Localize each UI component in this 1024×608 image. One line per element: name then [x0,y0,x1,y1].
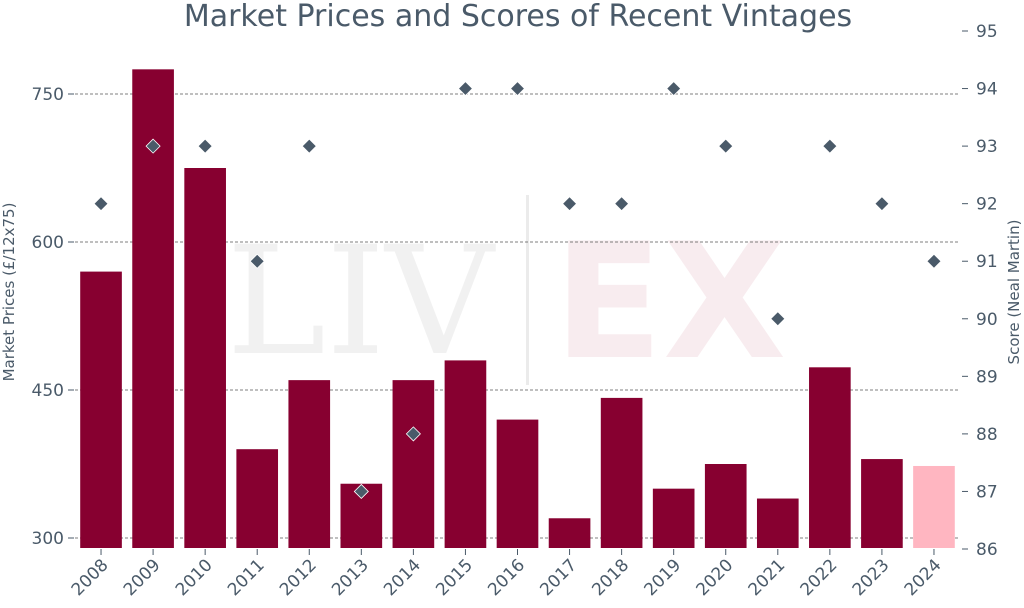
score-marker-2016 [509,80,526,97]
x-axis: 2008 2009 2010 2011 2012 2013 2014 2015 2016 2017… [68,549,946,600]
right-axis-title: Score (Neal Martin) [1005,220,1023,365]
right-tick-label-92: 92 [976,195,998,215]
bar-2011 [236,449,279,548]
bar-2023 [861,459,903,548]
bar-2016 [496,419,539,548]
left-tick-label-750: 750 [32,85,64,105]
score-marker-2017 [561,196,578,212]
bar-2022 [809,367,851,548]
x-tick-label-2021: 2021 [745,555,790,600]
bar-2021 [756,498,799,548]
score-marker-2015 [457,80,474,97]
x-tick-label-2023: 2023 [849,555,894,600]
score-marker-2020 [718,138,734,154]
watermark-liv: LIV [226,215,496,389]
score-marker-2013 [353,483,369,500]
score-series [93,80,942,500]
x-tick-label-2024: 2024 [901,555,946,600]
x-tick-label-2010: 2010 [172,555,217,600]
watermark: LIV EX [226,195,786,395]
watermark-ex: EX [554,208,787,395]
x-tick-label-2022: 2022 [797,555,842,600]
x-tick-label-2014: 2014 [380,555,425,600]
score-marker-2021 [770,311,786,327]
left-tick-label-450: 450 [32,381,64,401]
right-tick-label-94: 94 [976,80,998,100]
bar-2015 [444,360,487,548]
x-tick-label-2019: 2019 [640,555,685,600]
x-tick-label-2017: 2017 [536,555,581,600]
score-marker-2011 [249,253,265,269]
bar-2008 [80,271,122,548]
right-tick-label-95: 95 [976,22,998,42]
left-tick-label-600: 600 [32,233,64,253]
bar-2024 [913,465,955,548]
bar-2010 [184,168,226,548]
score-marker-2012 [301,138,317,154]
left-tick-label-300: 300 [32,529,64,549]
score-marker-2008 [93,196,109,212]
score-marker-2010 [197,138,213,154]
right-tick-label-93: 93 [976,137,998,157]
bar-2012 [288,380,331,548]
x-tick-label-2015: 2015 [432,555,477,600]
x-tick-label-2013: 2013 [328,555,373,600]
right-tick-label-88: 88 [976,425,998,445]
bar-2019 [652,488,695,548]
x-tick-label-2008: 2008 [68,555,113,600]
x-tick-label-2018: 2018 [588,555,633,600]
bar-2020 [704,464,747,548]
x-tick-label-2016: 2016 [484,555,529,600]
right-tick-label-90: 90 [976,310,998,330]
right-tick-label-86: 86 [976,540,998,560]
right-tick-label-91: 91 [976,252,998,272]
score-marker-2019 [666,80,682,97]
score-marker-2018 [614,196,630,212]
right-tick-label-87: 87 [976,482,998,502]
bar-2017 [548,518,591,548]
right-tick-label-89: 89 [976,367,998,387]
score-marker-2022 [822,138,838,154]
score-marker-2023 [874,196,890,212]
x-tick-label-2020: 2020 [693,555,738,600]
right-y-axis: 86 87 88 89 90 91 92 93 94 95 [962,22,998,560]
bar-2018 [600,397,643,548]
watermark-divider [526,195,529,385]
score-marker-2014 [405,426,421,442]
bar-2014 [392,380,435,548]
x-tick-label-2012: 2012 [276,555,321,600]
x-tick-label-2011: 2011 [224,555,269,600]
chart-title: Market Prices and Scores of Recent Vinta… [184,0,852,34]
score-marker-2024 [926,253,942,269]
left-y-axis: 300 450 600 750 [32,85,74,549]
score-marker-2009 [145,138,161,154]
left-axis-title: Market Prices (£/12x75) [0,203,18,382]
bar-series [80,69,955,548]
x-tick-label-2009: 2009 [120,555,165,600]
